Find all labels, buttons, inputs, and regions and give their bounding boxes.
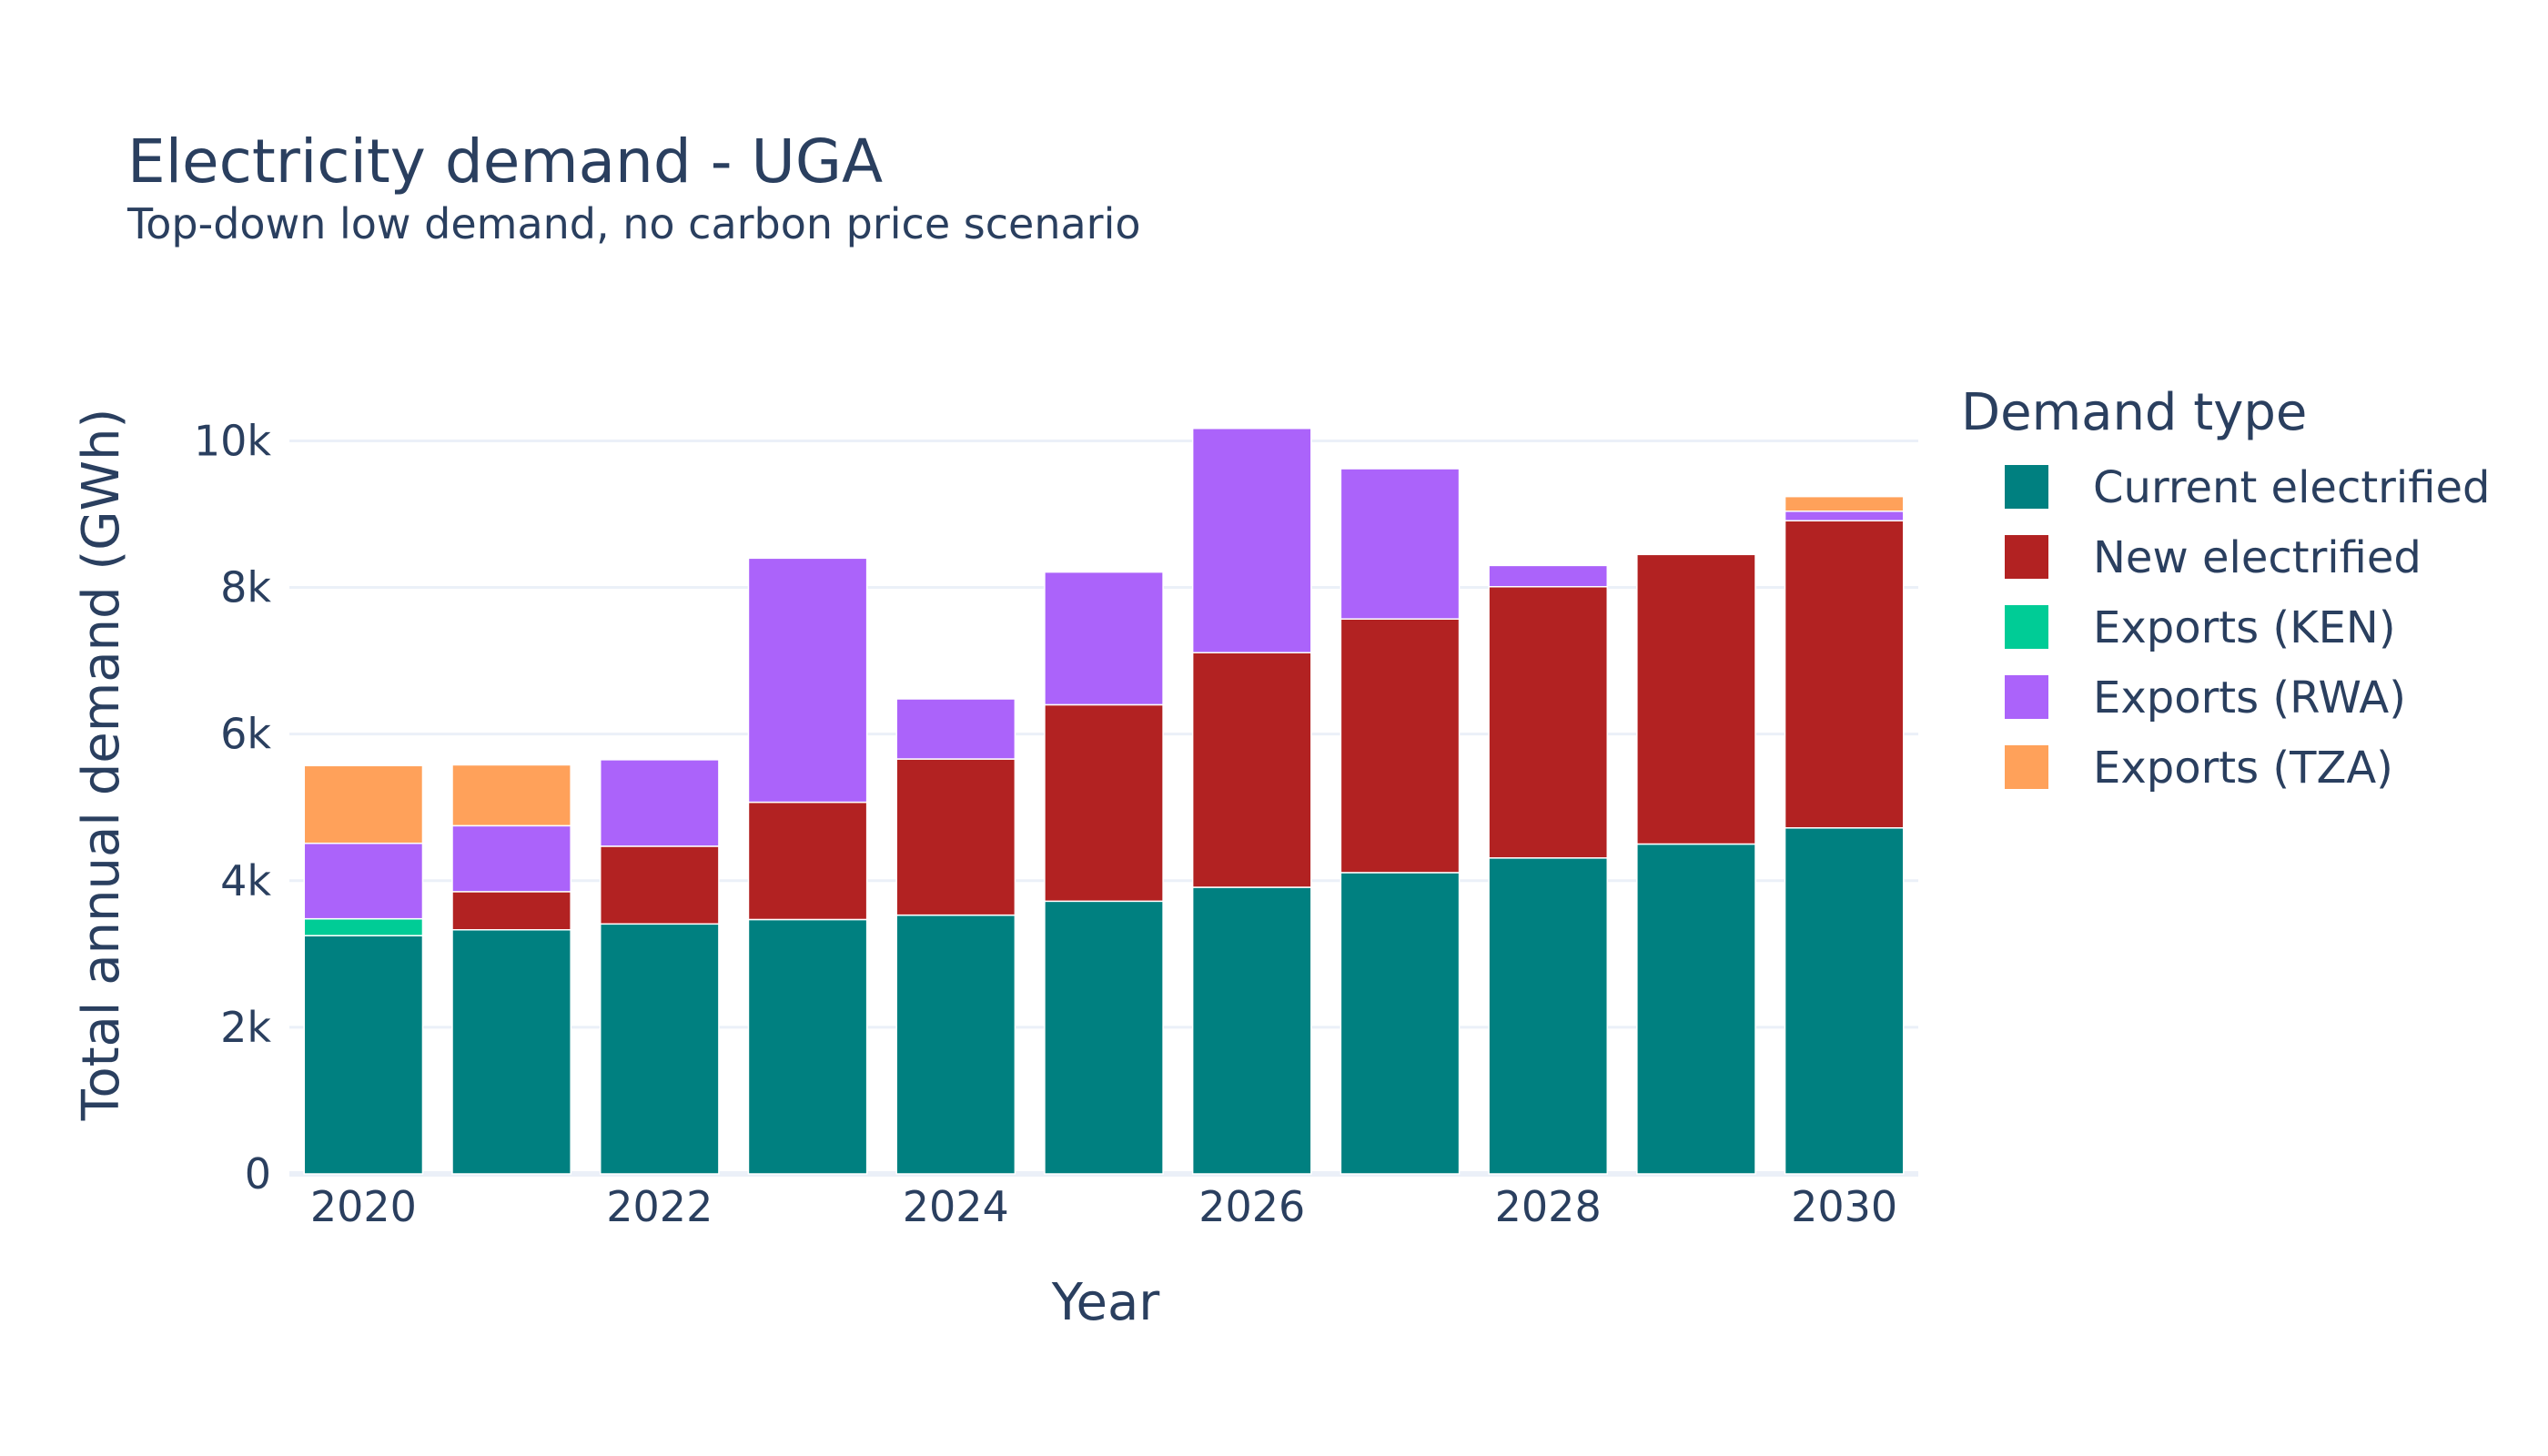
bar-segment-new-electrified-2021 [451,891,571,931]
x-tick-label: 2022 [606,1182,713,1231]
legend-swatch [2005,535,2048,579]
legend-swatch [2005,675,2048,719]
bar-segment-new-electrified-2028 [1488,586,1609,859]
bar-segment-current-electrified-2029 [1636,843,1756,1175]
y-tick-label: 0 [245,1149,271,1198]
legend-item-label: Exports (TZA) [2093,743,2393,794]
bar-segment-exports-rwa--2021 [451,824,571,893]
bar-segment-current-electrified-2030 [1784,827,1905,1175]
y-axis-title: Total annual demand (GWh) [72,409,131,1122]
legend-swatch [2005,605,2048,649]
bar-segment-exports-rwa--2030 [1784,511,1905,521]
bar-segment-new-electrified-2029 [1636,553,1756,845]
bar-segment-exports-tza--2030 [1784,495,1905,512]
bar-segment-new-electrified-2023 [747,801,868,921]
bar-segment-exports-tza--2021 [451,763,571,827]
x-tick-label: 2024 [903,1182,1009,1231]
bar-segment-current-electrified-2028 [1488,857,1609,1175]
bar-segment-exports-rwa--2025 [1044,571,1164,706]
bar-segment-exports-rwa--2023 [747,557,868,804]
bar-segment-current-electrified-2021 [451,929,571,1175]
bar-segment-exports-rwa--2026 [1191,428,1312,653]
x-axis-ticks: 2020 2022 2024 2026 2028 2030 [310,1182,1897,1231]
bars [303,428,1905,1175]
bar-segment-new-electrified-2027 [1340,618,1461,874]
y-tick-label: 4k [220,856,271,905]
bar-segment-current-electrified-2026 [1191,886,1312,1175]
x-axis-title: Year [1051,1273,1161,1332]
bar-segment-new-electrified-2026 [1191,652,1312,888]
legend-item-label: Exports (KEN) [2093,602,2396,653]
bar-segment-exports-rwa--2028 [1488,564,1609,588]
legend-swatch [2005,465,2048,509]
y-tick-label: 8k [220,563,271,612]
bar-segment-new-electrified-2024 [895,758,1016,916]
x-tick-label: 2020 [310,1182,417,1231]
x-tick-label: 2030 [1791,1182,1897,1231]
bar-segment-current-electrified-2024 [895,914,1016,1175]
legend: Current electrified New electrified Export… [2005,462,2490,794]
bar-segment-new-electrified-2025 [1044,703,1164,903]
x-tick-label: 2026 [1198,1182,1305,1231]
bar-segment-new-electrified-2030 [1784,520,1905,829]
bar-segment-current-electrified-2025 [1044,900,1164,1175]
legend-item-label: Exports (RWA) [2093,672,2406,723]
bar-segment-exports-rwa--2024 [895,698,1016,760]
legend-swatch [2005,745,2048,789]
y-tick-label: 10k [194,416,272,465]
y-axis-ticks: 0 2k 4k 6k 8k 10k [194,416,272,1198]
bar-segment-current-electrified-2022 [599,923,720,1175]
legend-item-label: New electrified [2093,532,2422,583]
legend-item-label: Current electrified [2093,462,2490,513]
bar-segment-exports-tza--2020 [303,764,424,844]
bar-segment-current-electrified-2020 [303,935,424,1175]
legend-title: Demand type [1961,383,2307,442]
chart-subtitle: Top-down low demand, no carbon price sce… [126,199,1141,248]
bar-segment-current-electrified-2023 [747,918,868,1175]
bar-segment-current-electrified-2027 [1340,872,1461,1175]
bar-segment-new-electrified-2022 [599,845,720,925]
x-tick-label: 2028 [1495,1182,1602,1231]
chart-title: Electricity demand - UGA [127,126,883,197]
y-tick-label: 2k [220,1003,271,1052]
bar-segment-exports-rwa--2027 [1340,468,1461,620]
bar-segment-exports-ken--2020 [303,917,424,936]
y-tick-label: 6k [220,710,271,759]
bar-segment-exports-rwa--2020 [303,842,424,920]
bar-segment-exports-rwa--2022 [599,759,720,847]
